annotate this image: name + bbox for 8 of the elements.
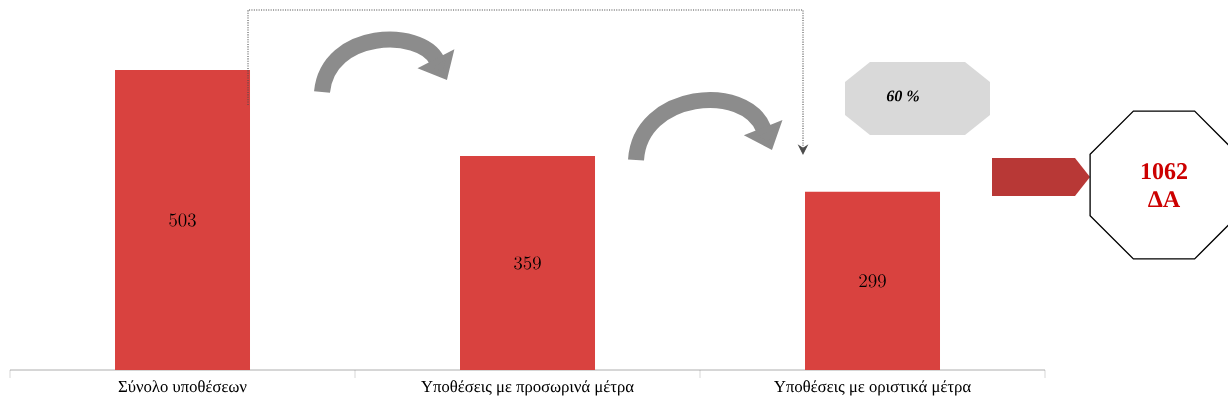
data-label: 359 (514, 256, 541, 270)
annotation: 60 % (886, 90, 919, 102)
data-label: 299 (859, 274, 886, 288)
x-tick-label: Υποθέσεις με προσωρινά μέτρα (421, 380, 634, 396)
text: 1062 ΔΑ (1141, 163, 1187, 207)
data-label: 503 (169, 213, 196, 227)
x-tick-label: Υποθέσεις με οριστικά μέτρα (774, 380, 971, 396)
x-tick-label: Σύνολο υποθέσεων (118, 380, 247, 393)
